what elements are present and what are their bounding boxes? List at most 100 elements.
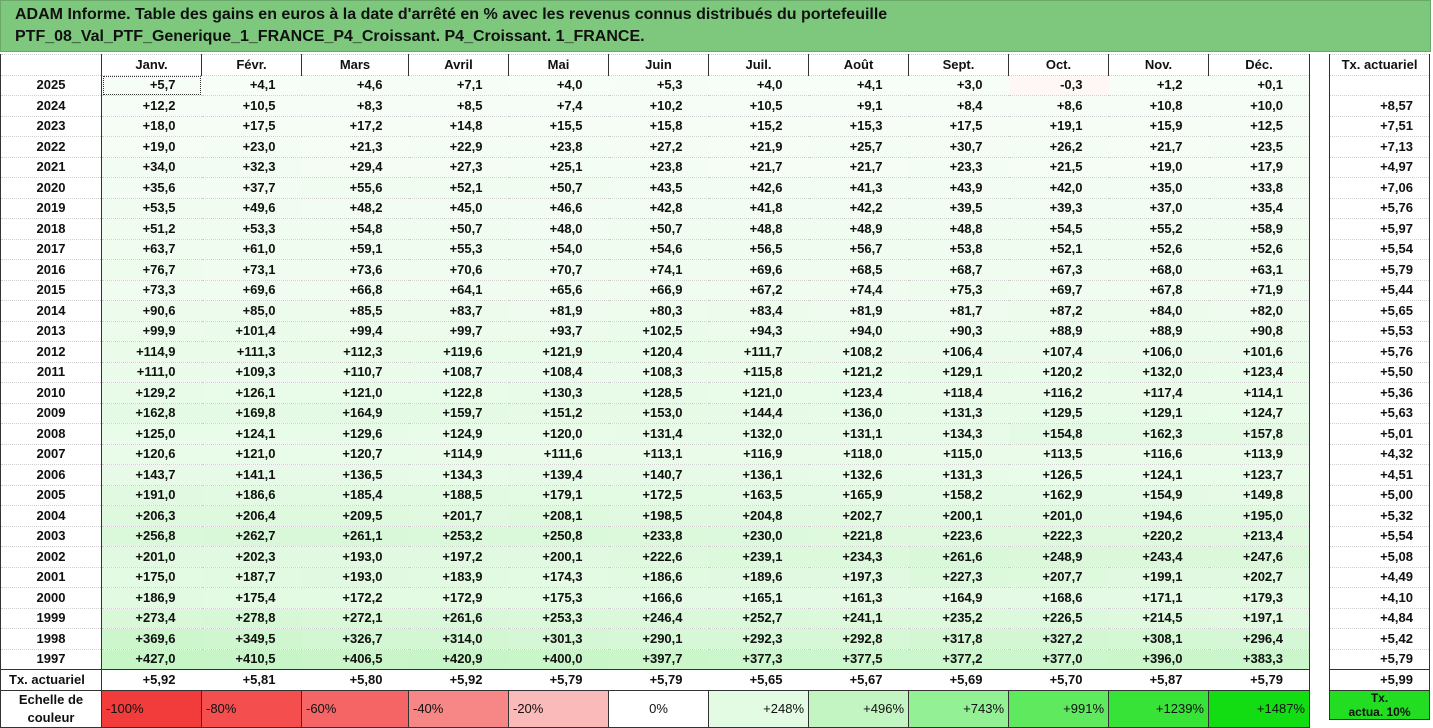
rate-cell: +5,50	[1329, 361, 1430, 383]
color-scale-swatch: -80%	[201, 689, 302, 728]
value-cell: +19,0	[1108, 156, 1209, 178]
value-cell: +377,3	[708, 648, 809, 670]
value-cell: +377,2	[908, 648, 1009, 670]
value-cell: +21,3	[301, 136, 409, 158]
overall-rate-cell: +5,99	[1329, 669, 1430, 691]
actuarial-rate-cell: +5,92	[408, 669, 509, 691]
value-cell: +67,2	[708, 279, 809, 301]
value-cell: +175,0	[101, 566, 202, 588]
value-cell: +102,5	[608, 320, 709, 342]
value-cell: +10,8	[1108, 95, 1209, 117]
rate-row	[1329, 74, 1430, 96]
rate-row: +5,76	[1329, 197, 1430, 219]
value-cell: +171,1	[1108, 587, 1209, 609]
value-cell: +189,6	[708, 566, 809, 588]
value-cell: +134,3	[408, 464, 509, 486]
value-cell: +109,3	[201, 361, 302, 383]
value-cell: +214,5	[1108, 607, 1209, 629]
value-cell: +27,2	[608, 136, 709, 158]
rate-header-row: Tx. actuariel	[1329, 54, 1430, 76]
rate-column-header: Tx. actuariel	[1329, 54, 1430, 76]
value-cell: +35,4	[1208, 197, 1310, 219]
value-cell: +116,9	[708, 443, 809, 465]
value-cell: +5,7	[101, 74, 202, 96]
value-cell: +129,5	[1008, 402, 1109, 424]
value-cell: +128,5	[608, 382, 709, 404]
value-cell: +94,0	[808, 320, 909, 342]
value-cell: +292,8	[808, 628, 909, 650]
value-cell: +107,4	[1008, 341, 1109, 363]
value-cell: +110,7	[301, 361, 409, 383]
value-cell: +326,7	[301, 628, 409, 650]
value-cell: +420,9	[408, 648, 509, 670]
value-cell: +115,0	[908, 443, 1009, 465]
value-cell: +134,3	[908, 423, 1009, 445]
rate-row: +5,54	[1329, 525, 1430, 547]
value-cell: +68,5	[808, 259, 909, 281]
value-cell: +140,7	[608, 464, 709, 486]
rate-row: +5,36	[1329, 382, 1430, 404]
value-cell: +17,2	[301, 115, 409, 137]
value-cell: +125,0	[101, 423, 202, 445]
rate-cell: +7,13	[1329, 136, 1430, 158]
value-cell: +261,6	[408, 607, 509, 629]
rate-cell: +5,63	[1329, 402, 1430, 424]
value-cell: +126,5	[1008, 464, 1109, 486]
rate-row: +4,10	[1329, 587, 1430, 609]
table-row: 2002 +201,0 +202,3 +193,0 +197,2 +200,1 +222,6…	[0, 546, 1310, 568]
value-cell: +88,9	[1108, 320, 1209, 342]
value-cell: +68,0	[1108, 259, 1209, 281]
rate-row: +5,76	[1329, 341, 1430, 363]
value-cell: +213,4	[1208, 525, 1310, 547]
value-cell: +111,7	[708, 341, 809, 363]
value-cell: +179,1	[508, 484, 609, 506]
value-cell: +164,9	[301, 402, 409, 424]
value-cell: +248,9	[1008, 546, 1109, 568]
value-cell: +174,3	[508, 566, 609, 588]
value-cell: +21,5	[1008, 156, 1109, 178]
actuarial-rate-cell: +5,67	[808, 669, 909, 691]
value-cell: +83,7	[408, 300, 509, 322]
color-scale-swatch: +743%	[908, 689, 1009, 728]
value-cell: +129,6	[301, 423, 409, 445]
value-cell: +55,3	[408, 238, 509, 260]
value-cell: +162,8	[101, 402, 202, 424]
color-scale-swatch: -100%	[101, 689, 202, 728]
year-cell: 2002	[0, 546, 102, 568]
value-cell: +10,5	[201, 95, 302, 117]
value-cell: +81,9	[808, 300, 909, 322]
value-cell: +141,1	[201, 464, 302, 486]
value-cell: +43,5	[608, 177, 709, 199]
value-cell: +246,4	[608, 607, 709, 629]
value-cell: +99,9	[101, 320, 202, 342]
value-cell: +114,1	[1208, 382, 1310, 404]
table-row: 2004 +206,3 +206,4 +209,5 +201,7 +208,1 +198,5…	[0, 505, 1310, 527]
rate-row: +5,32	[1329, 505, 1430, 527]
value-cell: +201,0	[1008, 505, 1109, 527]
value-cell: +172,2	[301, 587, 409, 609]
value-cell: +4,0	[708, 74, 809, 96]
value-cell: +48,8	[908, 218, 1009, 240]
value-cell: +116,6	[1108, 443, 1209, 465]
value-cell: +233,8	[608, 525, 709, 547]
rate-cell: +5,53	[1329, 320, 1430, 342]
value-cell: +19,0	[101, 136, 202, 158]
value-cell: +222,6	[608, 546, 709, 568]
color-scale-swatch: +1239%	[1108, 689, 1209, 728]
value-cell: +111,0	[101, 361, 202, 383]
actuarial-rate-cell: +5,79	[1208, 669, 1310, 691]
month-header: Juin	[608, 54, 709, 76]
rate-cell: +8,57	[1329, 95, 1430, 117]
year-cell: 2001	[0, 566, 102, 588]
color-scale-row: Echelle de couleur -100% -80% -60% -40% -20% 0%…	[0, 689, 1310, 728]
value-cell: +172,9	[408, 587, 509, 609]
rate-cell: +5,97	[1329, 218, 1430, 240]
value-cell: +132,0	[1108, 361, 1209, 383]
value-cell: +76,7	[101, 259, 202, 281]
year-cell: 2023	[0, 115, 102, 137]
actuarial-rate-cell: +5,69	[908, 669, 1009, 691]
year-cell: 2022	[0, 136, 102, 158]
value-cell: +87,2	[1008, 300, 1109, 322]
value-cell: +99,7	[408, 320, 509, 342]
value-cell: +206,4	[201, 505, 302, 527]
